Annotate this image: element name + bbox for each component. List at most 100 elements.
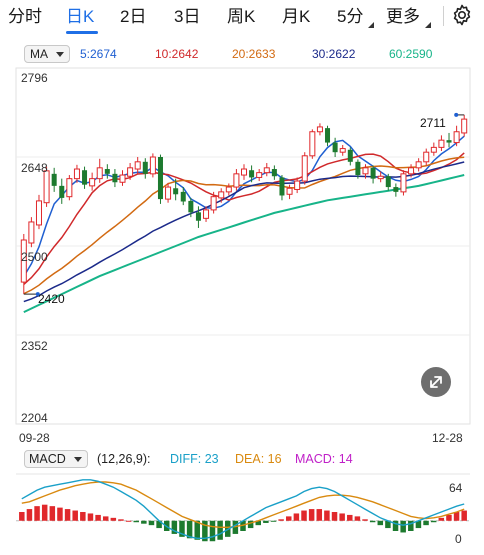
candle-up [423,151,430,163]
divider [443,6,444,26]
candle-up [377,175,384,180]
macd-bar [194,520,200,540]
macd-bar [263,520,269,523]
macd-bar [331,512,338,521]
macd-bar [156,520,162,529]
macd-grid [16,473,470,522]
macd-legend: MACD (12,26,9): DIFF: 23 DEA: 16 MACD: 1… [0,449,484,469]
macd-bar [186,520,193,539]
candle-up [339,148,346,153]
macd-bar [270,520,277,522]
tab-5min[interactable]: 5分 [337,5,375,29]
period-tab-bar: 分时 日K 2日 3日 周K 月K 5分 更多 [0,0,484,34]
ma10-line [23,152,465,285]
price-tick-4: 2352 [21,339,48,353]
fullscreen-button[interactable] [421,367,451,397]
macd-bar [316,509,323,521]
tab-monthly-k[interactable]: 月K [282,7,311,26]
macd-bar [217,520,223,540]
tab-2day[interactable]: 2日 [120,7,147,26]
ma60-value: 60:2590 [389,47,433,61]
macd-bar [141,520,147,524]
price-tick-5: 2204 [21,411,48,425]
macd-bar [278,519,284,521]
macd-params: (12,26,9): [97,452,151,466]
ma60-line [23,174,465,314]
macd-bar [324,510,330,521]
macd-chart[interactable] [0,470,484,555]
candle-down [173,188,179,195]
candle-up [240,168,248,176]
candle-down [59,185,65,198]
candle-up [28,221,35,244]
candle-down [142,161,148,174]
macd-bar [293,513,300,521]
macd-bar [377,520,384,526]
ma20-value: 20:2633 [232,47,276,61]
macd-bar [232,520,239,534]
macd-bar [118,519,124,521]
macd-bar [110,517,117,521]
price-tick-3: 2500 [21,250,48,264]
dropdown-triangle-icon [368,22,375,28]
candle-down [104,169,110,174]
candle-up [408,167,415,175]
active-tab-indicator [66,31,98,34]
candle-up [134,161,141,170]
price-tick-2: 2648 [21,161,48,175]
macd-bar [87,513,94,521]
ma-selector-button[interactable]: MA [24,45,70,63]
candle-up [149,156,156,175]
candle-up [203,209,210,219]
candle-down [446,140,452,143]
candle-up [415,161,422,169]
macd-lines [21,479,465,540]
diff-value: DIFF: 23 [170,452,219,466]
low-annotation: 2420 [38,292,65,306]
tab-more[interactable]: 更多 [386,5,431,29]
candle-down [385,176,391,188]
candle-down [325,128,331,143]
macd-bar [64,509,71,521]
macd-bar [72,510,78,521]
macd-bar [209,520,216,542]
candle-up [301,155,308,182]
candle-up [362,167,369,175]
date-start: 09-28 [19,431,50,445]
diff-line [21,479,465,540]
kline-chart[interactable] [0,64,484,448]
candle-down [157,157,163,200]
macd-bar [179,520,185,537]
macd-bar [95,514,101,521]
tab-5min-label: 5分 [337,7,364,26]
macd-bar [247,520,254,529]
tab-daily-k[interactable]: 日K [66,7,95,26]
chart-annotations [23,112,465,297]
macd-bar [423,520,429,526]
candle-up [89,178,96,187]
candle-down [195,212,201,221]
gear-icon[interactable] [450,3,474,27]
macd-axis-bottom: 0 [455,532,462,546]
macd-bar [57,507,63,521]
expand-icon [430,376,442,388]
macd-bar [255,520,261,526]
dea-value: DEA: 16 [235,452,282,466]
chart-grid [15,67,471,425]
ma5-value: 5:2674 [80,47,117,61]
low-marker-dot [35,292,40,297]
tab-intraday[interactable]: 分时 [8,7,42,26]
indicator-selector-button[interactable]: MACD [24,450,88,468]
tab-weekly-k[interactable]: 周K [227,7,256,26]
candle-down [249,170,255,178]
candle-down [82,170,88,185]
macd-bar [408,520,414,531]
candle-down [180,191,186,202]
candle-up [73,168,80,180]
ma30-line [23,161,465,303]
candle-up [35,200,42,226]
tab-3day[interactable]: 3日 [174,7,201,26]
caret-down-icon [56,52,64,57]
macd-bar [26,509,33,521]
macd-bar [202,520,208,542]
